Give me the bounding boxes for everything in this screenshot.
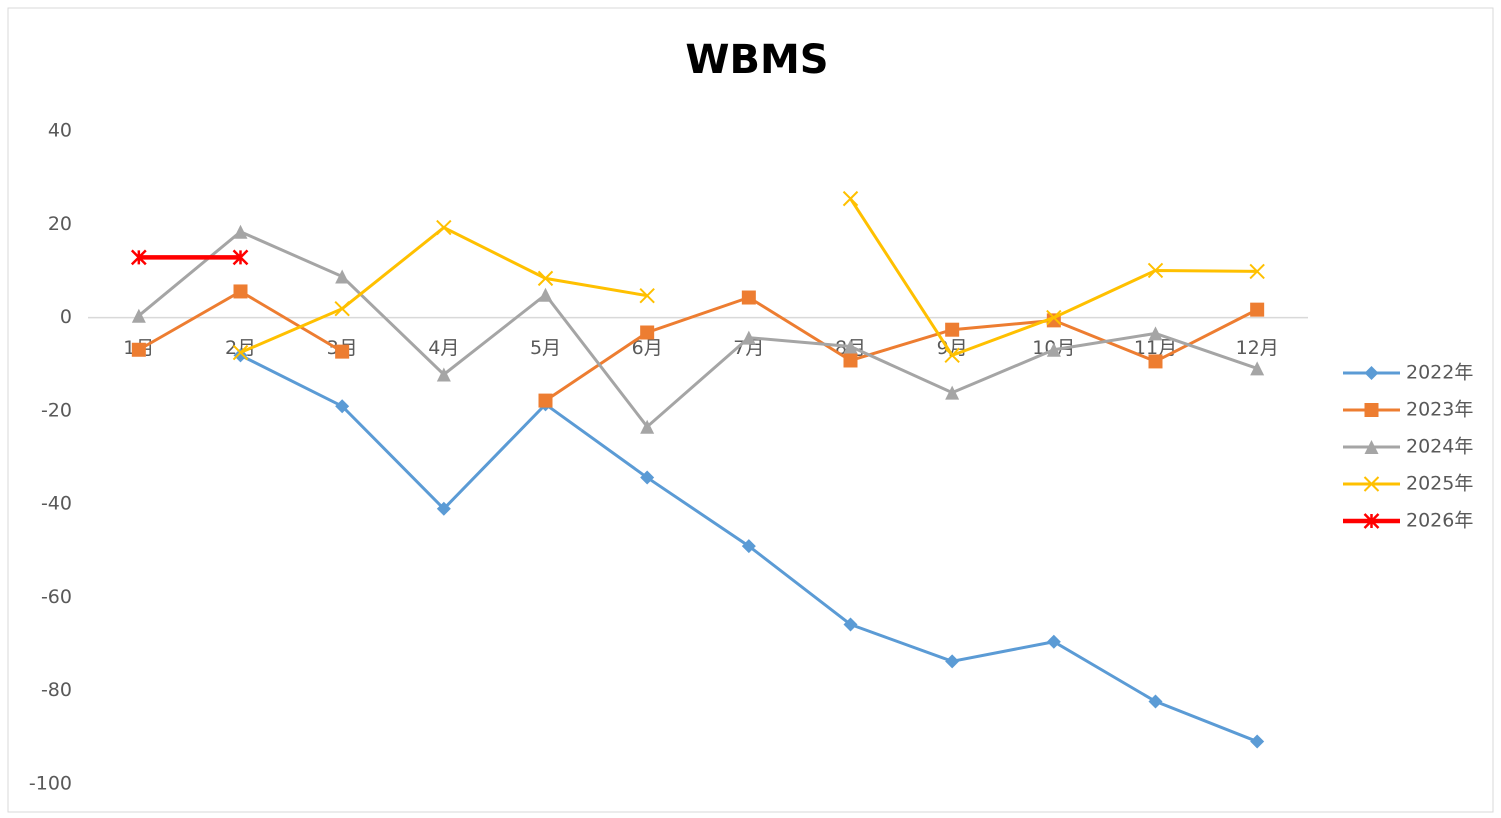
marker	[1147, 262, 1164, 279]
y-tick-label: -20	[41, 399, 72, 421]
marker	[945, 385, 960, 400]
y-tick-label: 40	[48, 120, 72, 142]
marker	[232, 249, 249, 266]
marker	[1046, 309, 1062, 326]
legend-label: 2026年	[1406, 510, 1473, 532]
marker	[1250, 734, 1265, 749]
legend-marker	[1363, 513, 1380, 529]
marker	[944, 347, 960, 364]
marker	[436, 367, 451, 382]
marker	[334, 301, 350, 317]
legend-marker	[1364, 403, 1379, 417]
marker	[843, 353, 858, 368]
x-tick-label: 11月	[1134, 337, 1177, 359]
y-tick-label: -40	[41, 493, 72, 515]
marker	[945, 654, 960, 669]
chart-frame	[7, 7, 1494, 813]
legend-label: 2024年	[1406, 436, 1473, 458]
y-tick-label: 20	[48, 213, 72, 235]
legend-marker	[1363, 476, 1380, 492]
marker	[233, 284, 248, 299]
marker	[1046, 634, 1061, 649]
x-tick-label: 12月	[1236, 337, 1279, 359]
legend-label: 2022年	[1406, 362, 1473, 384]
marker	[538, 393, 553, 408]
marker	[335, 399, 350, 414]
x-tick-label: 2月	[225, 337, 256, 359]
marker	[1250, 302, 1265, 317]
marker	[945, 322, 960, 337]
y-tick-label: -80	[41, 679, 72, 701]
marker	[843, 339, 858, 354]
x-tick-label: 6月	[632, 337, 663, 359]
marker	[639, 287, 655, 304]
marker	[741, 290, 756, 305]
legend-marker	[1364, 366, 1379, 380]
marker	[130, 249, 147, 266]
marker	[233, 224, 248, 239]
marker	[1148, 694, 1163, 709]
series-line	[137, 230, 1258, 429]
marker	[131, 342, 146, 357]
marker	[436, 219, 452, 236]
y-tick-label: -100	[29, 773, 72, 795]
marker	[741, 330, 756, 345]
chart-title: WBMS	[685, 37, 828, 83]
marker	[232, 344, 249, 361]
marker	[1249, 263, 1265, 280]
legend-label: 2023年	[1406, 399, 1473, 421]
y-tick-label: 0	[60, 306, 72, 328]
marker	[1250, 361, 1265, 376]
marker	[1148, 354, 1163, 369]
marker	[640, 419, 655, 434]
y-tick-label: -60	[41, 586, 72, 608]
marker	[131, 308, 146, 323]
marker	[640, 325, 655, 340]
marker	[741, 539, 756, 554]
marker	[537, 270, 554, 287]
marker	[843, 617, 858, 632]
marker	[436, 501, 451, 516]
legend-marker	[1364, 440, 1379, 454]
legend-label: 2025年	[1406, 473, 1473, 495]
marker	[538, 287, 553, 302]
marker	[1148, 326, 1163, 341]
marker	[335, 269, 350, 284]
marker	[335, 344, 350, 359]
marker	[1046, 342, 1061, 357]
marker	[640, 470, 655, 485]
x-tick-label: 4月	[428, 337, 459, 359]
x-tick-label: 5月	[530, 337, 561, 359]
marker	[842, 190, 859, 207]
